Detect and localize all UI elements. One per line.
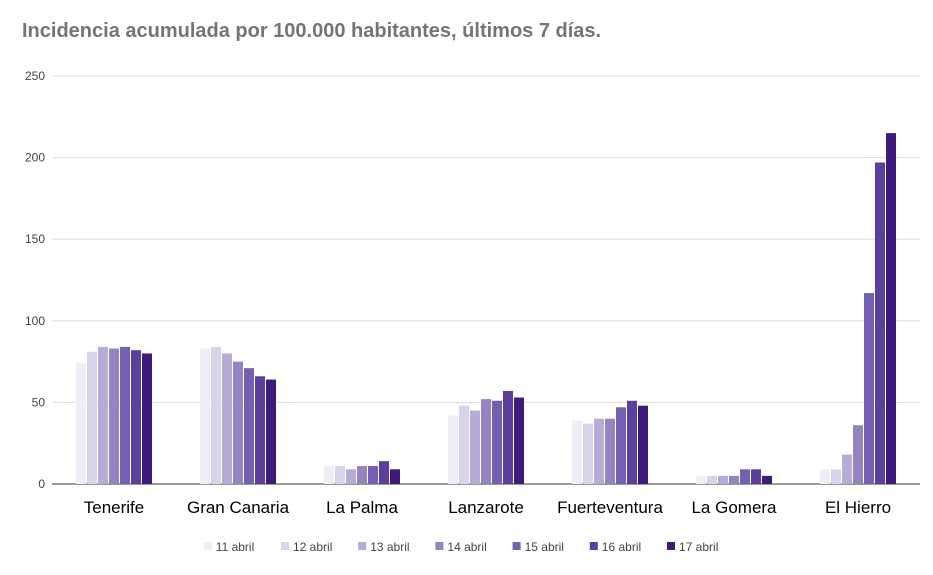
legend-swatch [589, 542, 598, 550]
legend-label: 16 abril [602, 540, 641, 554]
bar-lanzarote-15-abril [492, 400, 502, 484]
x-tick-label: Lanzarote [448, 498, 524, 517]
legend: 11 abril 12 abril 13 abril 14 abril 15 abril… [203, 540, 718, 554]
bar-tenerife-16-abril [131, 350, 141, 484]
bar-gran-canaria-14-abril [233, 361, 243, 484]
legend-label: 17 abril [679, 540, 718, 554]
legend-label: 13 abril [370, 540, 409, 554]
bar-la-palma-12-abril [335, 466, 345, 484]
bar-fuerteventura-15-abril [616, 407, 626, 484]
bar-lanzarote-12-abril [459, 405, 469, 484]
legend-label: 11 abril [216, 540, 254, 554]
bar-lanzarote-14-abril [481, 399, 491, 484]
y-tick-label: 0 [38, 477, 45, 491]
y-tick-label: 250 [25, 69, 45, 83]
bar-el-hierro-13-abril [842, 454, 852, 484]
bar-la-palma-15-abril [368, 466, 378, 484]
bar-lanzarote-13-abril [470, 410, 480, 484]
legend-swatch [667, 542, 675, 550]
bar-lanzarote-17-abril [514, 397, 524, 484]
bar-el-hierro-17-abril [886, 133, 896, 484]
x-tick-label: El Hierro [825, 498, 891, 517]
y-tick-label: 150 [25, 232, 45, 246]
bar-tenerife-11-abril [76, 363, 86, 484]
y-tick-label: 50 [32, 395, 46, 409]
legend-swatch [281, 542, 289, 550]
chart-title: Incidencia acumulada por 100.000 habitan… [22, 20, 602, 42]
bar-fuerteventura-12-abril [583, 423, 593, 484]
bar-la-gomera-13-abril [718, 475, 728, 484]
legend-swatch [203, 542, 212, 550]
legend-swatch [512, 542, 521, 550]
x-tick-label: Tenerife [84, 498, 144, 517]
bar-lanzarote-11-abril [448, 415, 458, 484]
bar-el-hierro-12-abril [831, 469, 841, 484]
x-axis-ticks: Tenerife Gran Canaria La Palma Lanzarote Fue… [84, 498, 891, 517]
bar-la-gomera-15-abril [740, 469, 750, 484]
bar-la-palma-11-abril [324, 466, 334, 484]
x-tick-label: La Palma [326, 498, 398, 517]
bar-gran-canaria-16-abril [255, 376, 265, 484]
bar-el-hierro-16-abril [875, 162, 885, 484]
bar-el-hierro-14-abril [853, 425, 863, 484]
bar-gran-canaria-13-abril [222, 353, 232, 484]
bar-el-hierro-15-abril [864, 293, 874, 484]
bar-fuerteventura-11-abril [572, 420, 582, 484]
bar-gran-canaria-17-abril [266, 379, 276, 484]
bar-gran-canaria-15-abril [244, 368, 254, 484]
legend-label: 14 abril [447, 540, 486, 554]
bar-gran-canaria-12-abril [211, 346, 221, 484]
bar-tenerife-15-abril [120, 346, 130, 484]
bar-tenerife-13-abril [98, 346, 108, 484]
legend-label: 15 abril [525, 540, 564, 554]
bar-fuerteventura-14-abril [605, 418, 615, 484]
bar-fuerteventura-17-abril [638, 405, 648, 484]
y-tick-label: 100 [25, 314, 45, 328]
x-tick-label: Fuerteventura [557, 498, 663, 517]
bar-la-palma-17-abril [390, 469, 400, 484]
bar-la-gomera-16-abril [751, 469, 761, 484]
bars [76, 133, 896, 484]
bar-lanzarote-16-abril [503, 390, 513, 484]
bar-la-gomera-12-abril [707, 475, 717, 484]
bar-la-palma-14-abril [357, 466, 367, 484]
bar-la-palma-16-abril [379, 461, 389, 484]
y-axis-ticks: 0 50 100 150 200 250 [25, 69, 45, 491]
x-tick-label: La Gomera [691, 498, 777, 517]
legend-swatch [358, 542, 367, 550]
bar-tenerife-17-abril [142, 353, 152, 484]
bar-fuerteventura-16-abril [627, 400, 637, 484]
bar-la-gomera-11-abril [696, 475, 706, 484]
bar-el-hierro-11-abril [820, 469, 830, 484]
bar-fuerteventura-13-abril [594, 418, 604, 484]
y-tick-label: 200 [25, 151, 45, 165]
x-tick-label: Gran Canaria [187, 498, 290, 517]
bar-gran-canaria-11-abril [200, 348, 210, 484]
bar-la-palma-13-abril [346, 469, 356, 484]
bar-tenerife-14-abril [109, 348, 119, 484]
bar-la-gomera-17-abril [762, 475, 772, 484]
bar-la-gomera-14-abril [729, 475, 739, 484]
legend-label: 12 abril [293, 540, 332, 554]
bar-tenerife-12-abril [87, 351, 97, 484]
legend-swatch [435, 542, 444, 550]
